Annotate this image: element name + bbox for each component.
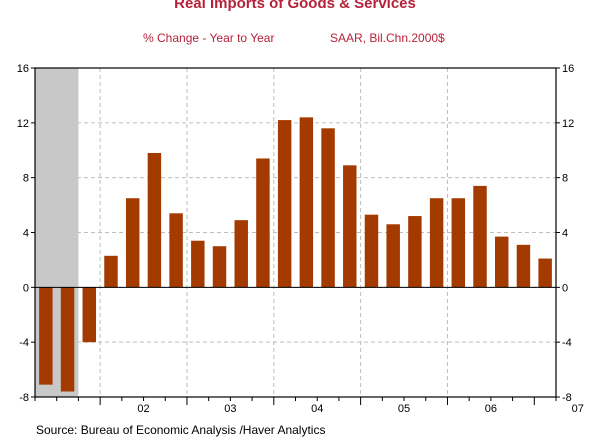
y-tick-label-right: 8 [562, 173, 568, 185]
bar [39, 287, 53, 385]
y-tick-label-left: 4 [23, 228, 29, 240]
bar [451, 198, 466, 288]
y-tick-label-left: 0 [23, 282, 29, 294]
y-tick-label-right: -8 [562, 392, 572, 404]
bar [169, 213, 183, 288]
chart-source: Source: Bureau of Economic Analysis /Hav… [36, 423, 326, 437]
y-tick-label-right: 0 [562, 282, 568, 294]
y-tick-label-left: 16 [17, 63, 29, 75]
bar [212, 246, 227, 288]
bar [60, 287, 75, 392]
bar [494, 236, 509, 288]
bar [538, 258, 552, 288]
bar [147, 152, 162, 288]
y-tick-label-left: -8 [19, 392, 29, 404]
y-tick-label-right: 4 [562, 228, 568, 240]
bars [39, 117, 552, 392]
bar [299, 117, 314, 288]
bar [104, 255, 118, 288]
bar [256, 158, 270, 288]
chart-subtitle-left: % Change - Year to Year [143, 31, 275, 45]
bar [473, 185, 487, 288]
bar [277, 120, 292, 288]
y-tick-label-left: 12 [17, 118, 29, 130]
chart-title: Real Imports of Goods & Services [174, 0, 416, 12]
y-tick-label-left: -4 [19, 337, 29, 349]
y-tick-label-right: 12 [562, 118, 574, 130]
bar [191, 240, 205, 288]
bar [386, 224, 400, 288]
bar [82, 287, 97, 343]
x-year-label: 06 [485, 403, 497, 415]
bar [343, 165, 357, 288]
y-tick-label-left: 8 [23, 173, 29, 185]
x-year-label: 04 [311, 403, 323, 415]
y-tick-label-right: 16 [562, 63, 574, 75]
x-year-label: 02 [137, 403, 149, 415]
chart-subtitle-right: SAAR, Bil.Chn.2000$ [330, 31, 445, 45]
bar [321, 128, 335, 288]
gridlines [35, 68, 556, 397]
bar [125, 198, 140, 288]
bar [234, 220, 248, 288]
axes [31, 67, 560, 405]
bar [364, 214, 379, 288]
bar [429, 198, 444, 288]
x-year-label: 05 [398, 403, 410, 415]
y-tick-label-right: -4 [562, 337, 572, 349]
bar [516, 244, 531, 288]
bar [408, 216, 422, 288]
x-year-label: 03 [224, 403, 236, 415]
x-year-label: 07 [572, 403, 584, 415]
